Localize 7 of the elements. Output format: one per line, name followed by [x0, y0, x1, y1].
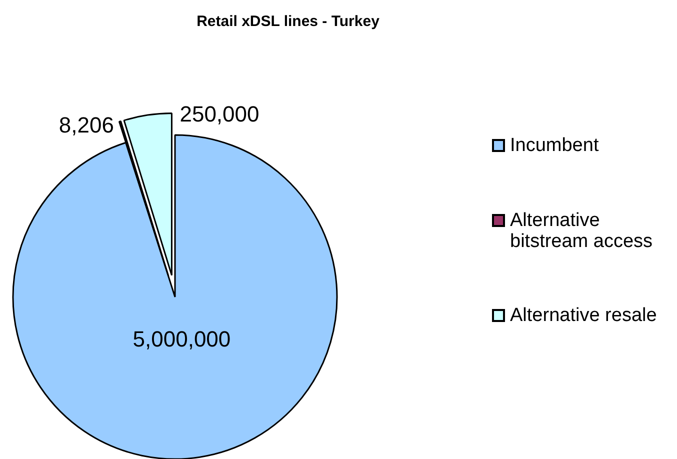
data-label: 250,000: [180, 101, 260, 126]
chart-title: Retail xDSL lines - Turkey: [196, 13, 380, 31]
legend-label: Incumbent: [510, 135, 599, 156]
data-label: 5,000,000: [132, 326, 231, 352]
data-label: 8,206: [58, 112, 114, 138]
legend-label: Alternative resale: [510, 305, 657, 326]
legend-label: Alternative bitstream access: [510, 210, 654, 252]
